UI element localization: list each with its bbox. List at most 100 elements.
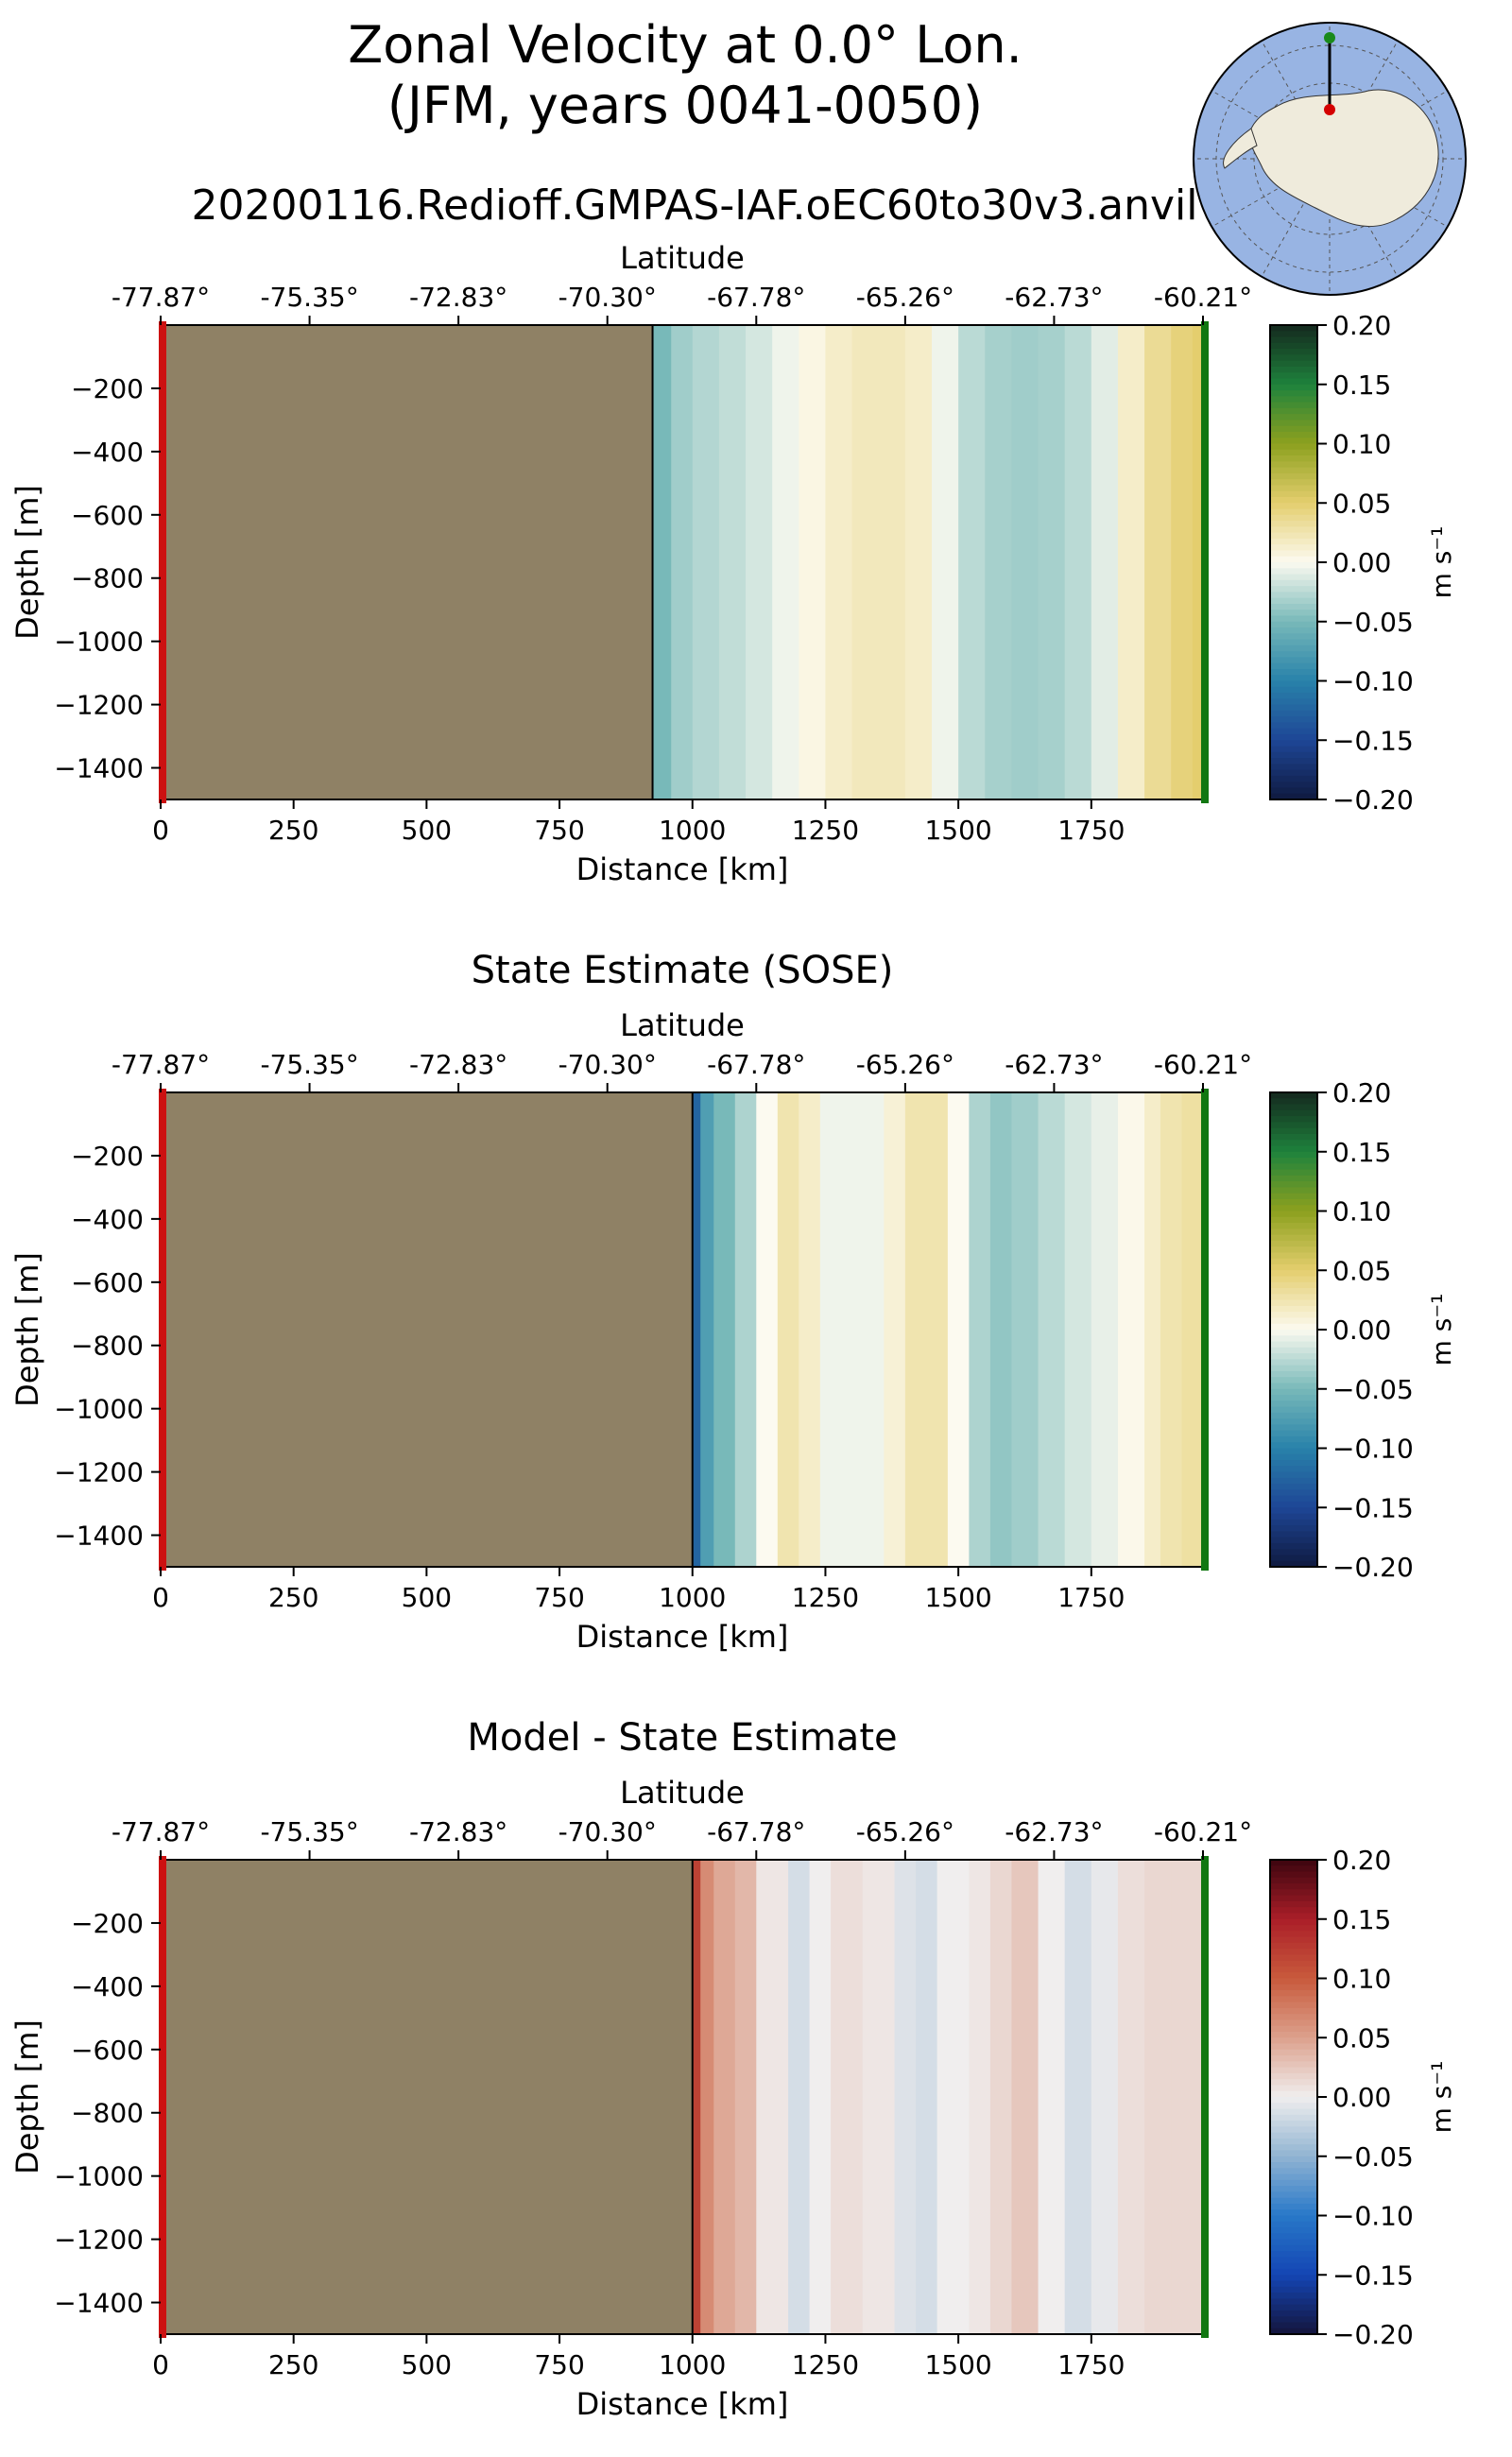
velocity-cell — [1181, 1092, 1204, 1567]
start-marker-bar — [159, 1089, 166, 1571]
colorbar-segment — [1270, 556, 1317, 563]
y-tick-label: −800 — [71, 563, 144, 594]
colorbar-segment — [1270, 1460, 1317, 1467]
colorbar-segment — [1270, 390, 1317, 397]
velocity-cell — [671, 325, 694, 799]
y-tick-label: −400 — [71, 1971, 144, 2002]
colorbar-segment — [1270, 1388, 1317, 1396]
y-tick-label: −1200 — [54, 690, 144, 721]
colorbar-segment — [1270, 2156, 1317, 2163]
colorbar-segment — [1270, 668, 1317, 676]
start-marker-bar — [159, 321, 166, 803]
colorbar-segment — [1270, 1931, 1317, 1938]
velocity-cell — [926, 1092, 949, 1567]
velocity-cell — [989, 1092, 1013, 1567]
colorbar-tick-label: −0.05 — [1332, 1374, 1414, 1405]
velocity-cell — [1171, 1860, 1204, 2334]
colorbar-segment — [1270, 2049, 1317, 2056]
colorbar-segment — [1270, 639, 1317, 646]
colorbar-segment — [1270, 2007, 1317, 2015]
colorbar-segment — [1270, 467, 1317, 474]
velocity-cell — [1064, 1860, 1092, 2334]
velocity-cell — [819, 1092, 853, 1567]
colorbar-segment — [1270, 2239, 1317, 2246]
colorbar-segment — [1270, 2132, 1317, 2139]
colorbar-segment — [1270, 1936, 1317, 1944]
colorbar-segment — [1270, 758, 1317, 765]
y-tick-label: −1000 — [54, 627, 144, 658]
colorbar-segment — [1270, 1341, 1317, 1349]
colorbar-segment — [1270, 2328, 1317, 2335]
colorbar-segment — [1270, 1258, 1317, 1265]
colorbar-segment — [1270, 2275, 1317, 2282]
colorbar-segment — [1270, 1453, 1317, 1461]
panels: 0 250 500 750 1000 1250 1500 1750 Distance [km] −… — [9, 240, 1457, 2422]
velocity-cell — [718, 325, 747, 799]
velocity-cell — [1011, 325, 1040, 799]
colorbar-segment — [1270, 2186, 1317, 2192]
colorbar-segment — [1270, 1507, 1317, 1515]
y-tick-label: −200 — [71, 373, 144, 404]
y-axis-label: Depth [m] — [9, 485, 45, 640]
colorbar-segment — [1270, 1347, 1317, 1354]
colorbar-tick-label: 0.20 — [1332, 310, 1391, 341]
velocity-cell — [713, 1092, 736, 1567]
colorbar-segment — [1270, 461, 1317, 469]
velocity-cell — [851, 1092, 885, 1567]
colorbar-segment — [1270, 2079, 1317, 2087]
colorbar-segment — [1270, 1205, 1317, 1212]
colorbar-tick-label: −0.20 — [1332, 2319, 1414, 2350]
colorbar-segment — [1270, 615, 1317, 623]
colorbar-segment — [1270, 1383, 1317, 1390]
colorbar-segment — [1270, 2298, 1317, 2306]
colorbar-segment — [1270, 733, 1317, 741]
x-tick-label: 0 — [152, 2349, 169, 2380]
colorbar-segment — [1270, 633, 1317, 641]
velocity-cell — [788, 1860, 811, 2334]
velocity-cell — [1038, 1092, 1066, 1567]
velocity-cell — [904, 1092, 927, 1567]
velocity-cell — [700, 1092, 714, 1567]
colorbar-segment — [1270, 1448, 1317, 1455]
colorbar-segment — [1270, 693, 1317, 699]
colorbar-segment — [1270, 1513, 1317, 1521]
y-tick-label: −1400 — [54, 2288, 144, 2319]
colorbar-segment — [1270, 1865, 1317, 1873]
colorbar-segment — [1270, 1151, 1317, 1159]
colorbar-segment — [1270, 1158, 1317, 1164]
colorbar-segment — [1270, 490, 1317, 498]
colorbar-segment — [1270, 764, 1317, 771]
colorbar-segment — [1270, 680, 1317, 688]
colorbar-segment — [1270, 2215, 1317, 2223]
colorbar-segment — [1270, 1299, 1317, 1307]
colorbar-segment — [1270, 1098, 1317, 1106]
colorbar-segment — [1270, 2055, 1317, 2062]
colorbar-segment — [1270, 579, 1317, 587]
velocity-cell — [936, 1860, 970, 2334]
colorbar-segment — [1270, 325, 1317, 332]
colorbar-segment — [1270, 644, 1317, 652]
colorbar-segment — [1270, 1127, 1317, 1135]
x-tick-label: 1000 — [659, 1582, 726, 1613]
colorbar-segment — [1270, 2114, 1317, 2122]
colorbar-segment — [1270, 1972, 1317, 1980]
colorbar-segment — [1270, 1949, 1317, 1955]
colorbar-segment — [1270, 1169, 1317, 1177]
colorbar-segment — [1270, 2221, 1317, 2228]
colorbar-segment — [1270, 342, 1317, 350]
colorbar-segment — [1270, 1418, 1317, 1425]
colorbar-tick-label: 0.15 — [1332, 369, 1391, 401]
y-tick-label: −800 — [71, 1331, 144, 1362]
velocity-cell — [700, 1860, 714, 2334]
colorbar-tick-label: 0.15 — [1332, 1137, 1391, 1168]
colorbar-segment — [1270, 574, 1317, 581]
colorbar-segment — [1270, 2103, 1317, 2110]
velocity-cell — [985, 325, 1013, 799]
lat-tick-label: -77.87° — [112, 1816, 210, 1847]
figure-title-line2: (JFM, years 0041-0050) — [387, 76, 983, 135]
velocity-cell — [1064, 1092, 1092, 1567]
colorbar-segment — [1270, 597, 1317, 605]
lat-tick-label: -60.21° — [1154, 1816, 1252, 1847]
y-tick-label: −200 — [71, 1141, 144, 1172]
colorbar-segment — [1270, 360, 1317, 368]
